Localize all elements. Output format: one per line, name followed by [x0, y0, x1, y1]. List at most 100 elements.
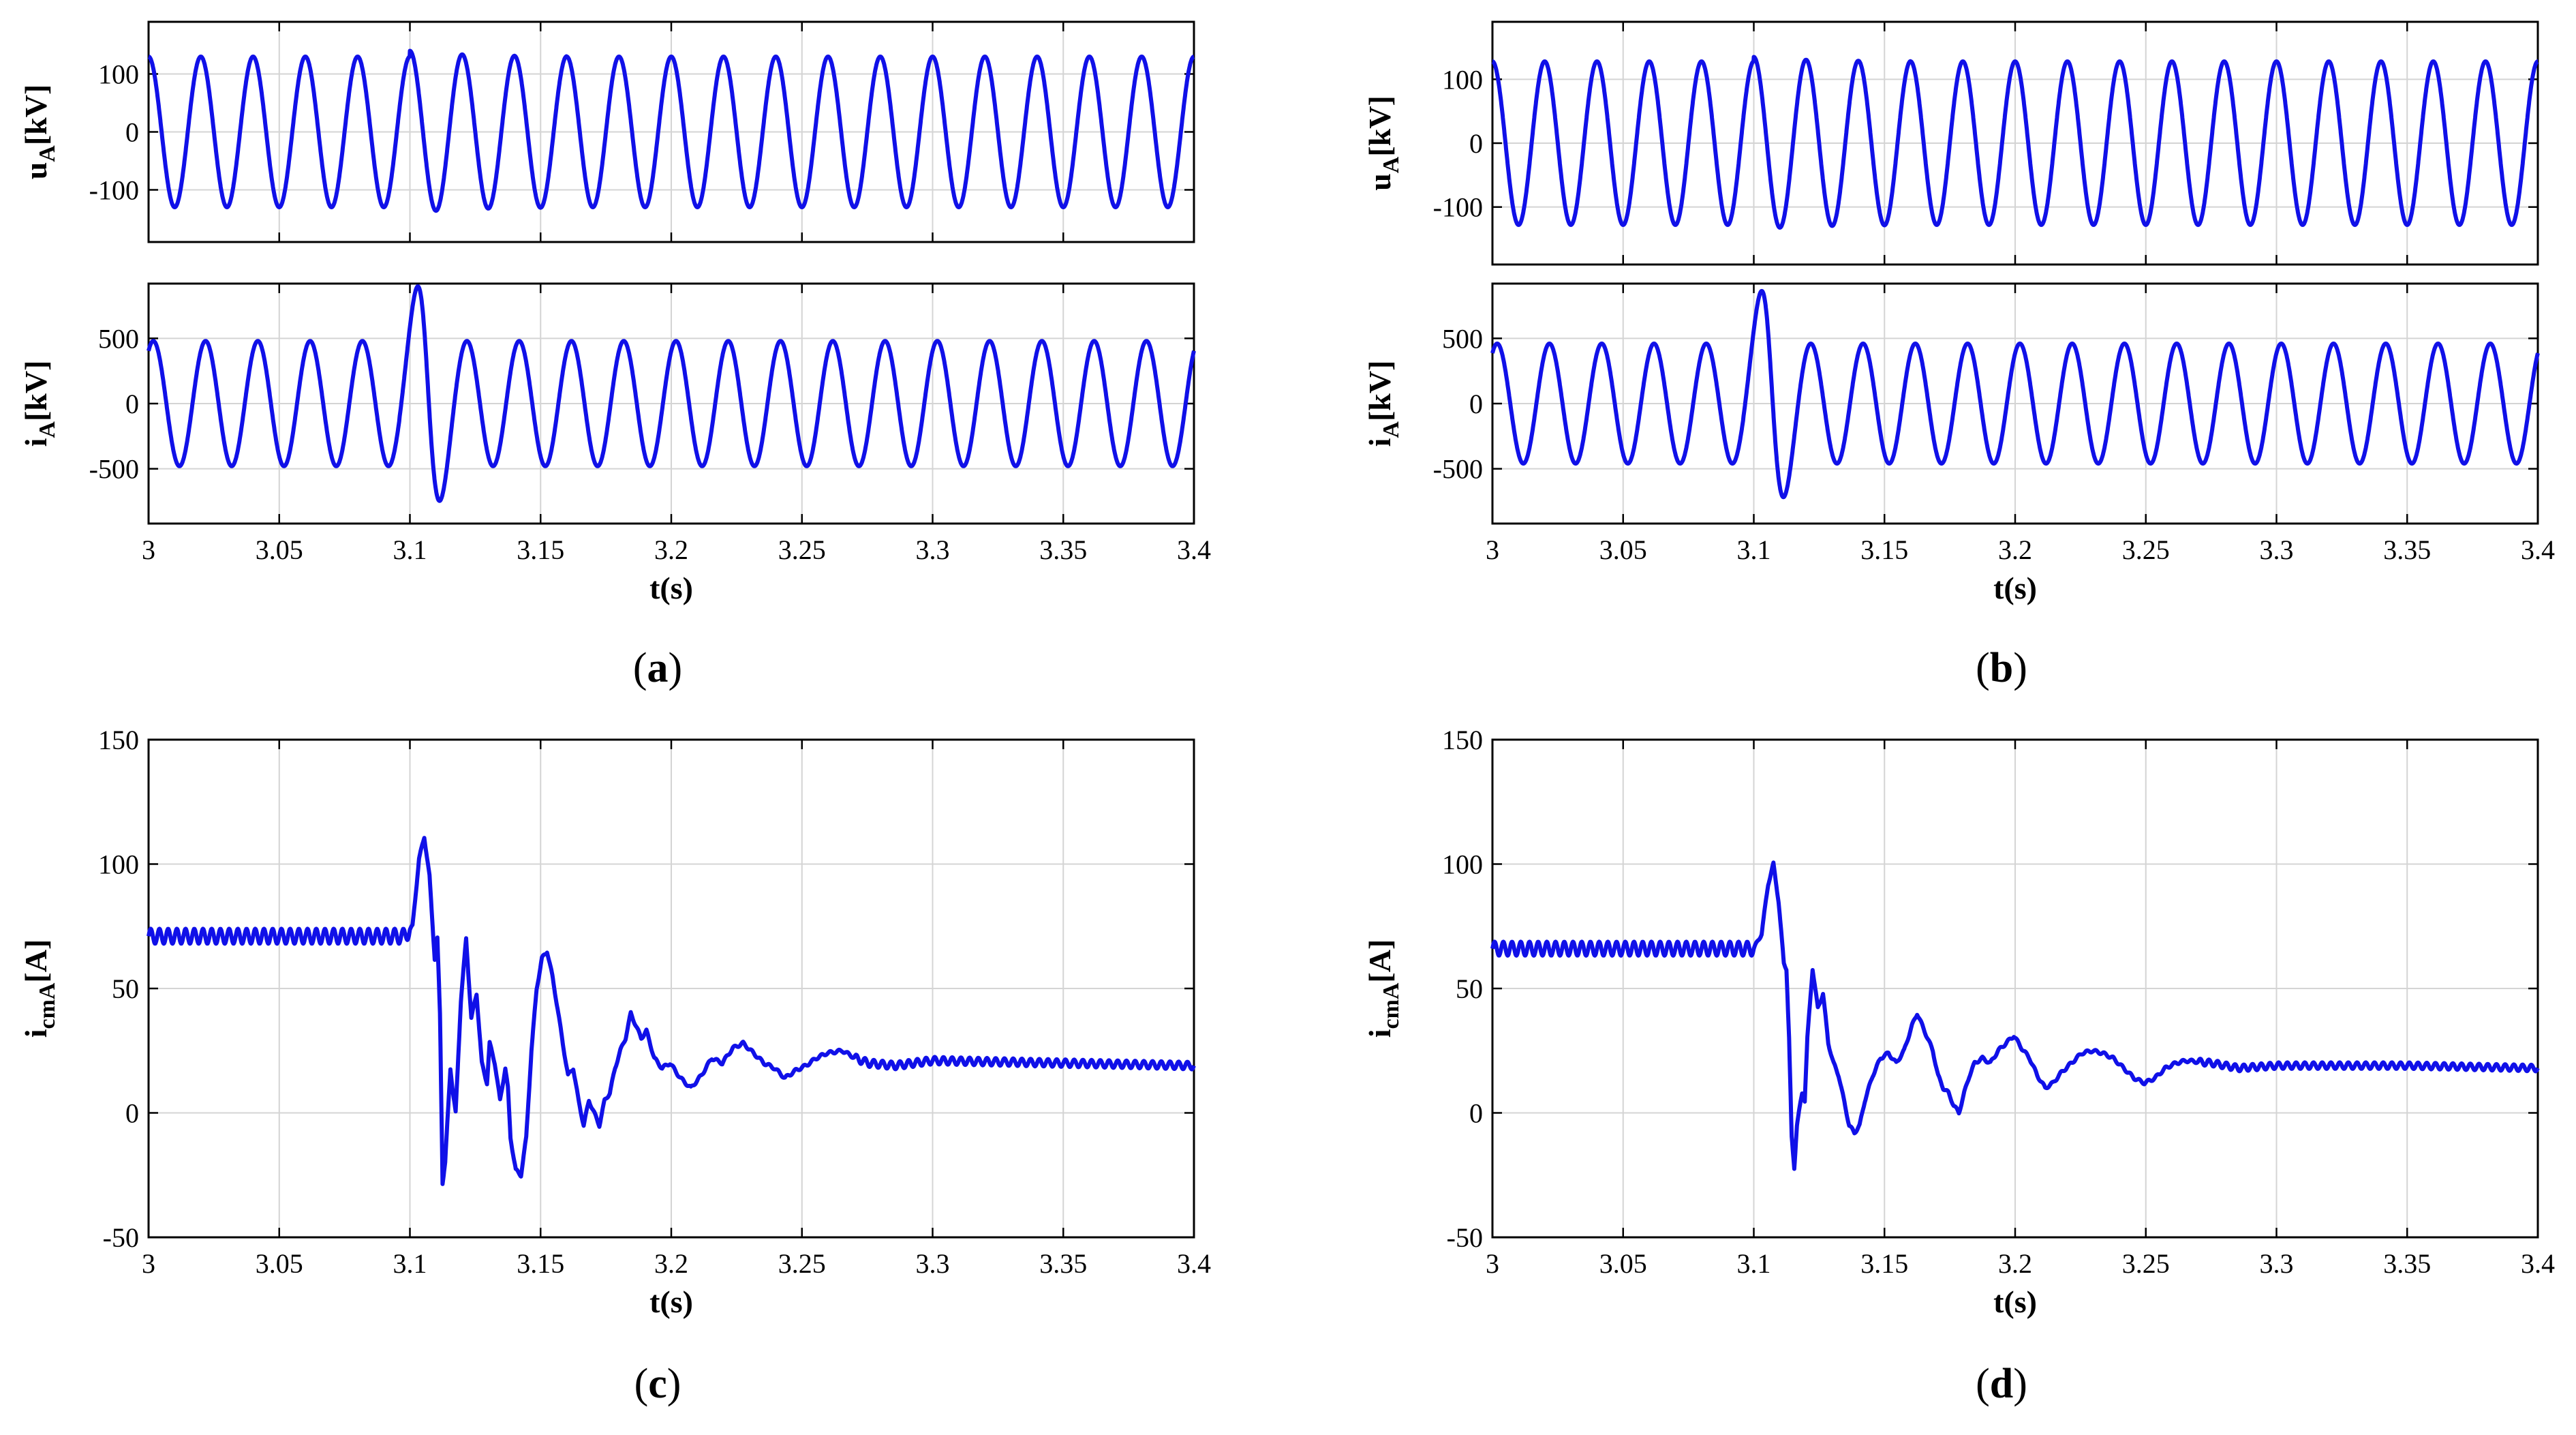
- panel-a-sub1-xtick-label-1: 3.05: [256, 534, 303, 565]
- panel-b-sub0-frame: [1491, 20, 2539, 266]
- panel-b-sub1-ylabel-unit: [kV]: [1362, 361, 1397, 421]
- panel-d-xtick-label-1: 3.05: [1599, 1248, 1647, 1279]
- panel-a-sub1-ylabel-sub: A: [35, 421, 60, 438]
- panel-a-sub1: 3 3.05 3.1 3.15 3.2 3.25 3.3 3.35 3.4 500 0 -500 iA[…: [18, 282, 1211, 565]
- panel-d-xtick-label-3: 3.15: [1860, 1248, 1908, 1279]
- panel-b-caption: (b): [1976, 645, 2027, 691]
- panel-b-sub0-ylabel-sub: A: [1379, 156, 1404, 173]
- panel-b-sub0-trace: [1490, 55, 2540, 230]
- panel-d-ytick-label-2: 50: [1456, 973, 1483, 1004]
- panel-a-sub0-ytick-label-1: 0: [125, 117, 139, 148]
- panel-c-ylabel-unit: [A]: [18, 939, 53, 983]
- panel-d-ytick-label-0: 150: [1442, 725, 1483, 755]
- panel-d-trace: [1490, 860, 2540, 1171]
- panel-b-sub1-frame: [1491, 282, 2539, 525]
- panel-b-sub1-ylabel-main: i: [1362, 438, 1397, 447]
- panel-a-caption: (a): [633, 645, 682, 691]
- panel-b-sub0-ylabel: uA[kV]: [1362, 95, 1404, 191]
- panel-d-xtick-label-2: 3.1: [1737, 1248, 1771, 1279]
- panel-a-sub1-ytick-label-0: 500: [98, 323, 139, 354]
- panel-a-sub0-ylabel: uA[kV]: [18, 85, 60, 180]
- panel-a-sub1-frame: [147, 282, 1195, 525]
- panel-b-sub1-xtick-label-6: 3.3: [2260, 534, 2294, 565]
- panel-c-ylabel-sub: cmA: [35, 982, 60, 1029]
- panel-d-ytick-label-3: 0: [1469, 1098, 1483, 1129]
- panel-c-ylabel: icmA[A]: [18, 939, 60, 1038]
- panel-b-sub1-ylabel: iA[kV]: [1362, 361, 1404, 447]
- panel-a-sub0-ytick-label-2: -100: [89, 175, 139, 206]
- panel-b-sub1-ytick-label-1: 0: [1469, 389, 1483, 419]
- panel-b-sub0-ytick-label-2: -100: [1433, 192, 1483, 223]
- panel-d-ylabel-unit: [A]: [1362, 939, 1397, 983]
- panel-a-sub1-trace: [147, 284, 1196, 503]
- panel-d-frame: [1491, 738, 2539, 1239]
- panel-a-sub1-xtick-label-6: 3.3: [916, 534, 950, 565]
- panel-c-ylabel-main: i: [18, 1029, 53, 1038]
- panel-c-frame: [147, 738, 1195, 1239]
- panel-d-xtick-label-0: 3: [1486, 1248, 1499, 1279]
- panel-b-sub1-xtick-label-7: 3.35: [2383, 534, 2431, 565]
- panel-b-sub1-xtick-label-5: 3.25: [2122, 534, 2170, 565]
- panel-b-sub1-xtick-label-2: 3.1: [1737, 534, 1771, 565]
- panel-b-sub0-ytick-label-0: 100: [1442, 64, 1483, 95]
- panel-d-ytick-label-4: -50: [1447, 1222, 1483, 1253]
- panel-c-xtick-label-5: 3.25: [778, 1248, 826, 1279]
- panel-c-trace: [147, 836, 1196, 1186]
- panel-b-xlabel: t(s): [1993, 571, 2037, 605]
- panel-a-sub0-ylabel-unit: [kV]: [18, 85, 53, 145]
- panel-b-sub1-xtick-label-4: 3.2: [1998, 534, 2032, 565]
- panel-a-sub0: 100 0 -100 uA[kV]: [18, 20, 1196, 243]
- panel-b-sub1-xtick-label-3: 3.15: [1860, 534, 1908, 565]
- panel-c-xtick-label-6: 3.3: [916, 1248, 950, 1279]
- panel-d-ytick-label-1: 100: [1442, 849, 1483, 880]
- panel-a-sub1-ylabel-unit: [kV]: [18, 361, 53, 421]
- panel-b-sub1-xtick-label-8: 3.4: [2521, 534, 2555, 565]
- panel-d-ylabel: icmA[A]: [1362, 939, 1404, 1038]
- panel-d-ylabel-main: i: [1362, 1029, 1397, 1038]
- panel-d-ylabel-sub: cmA: [1379, 982, 1404, 1029]
- panel-a-sub1-ylabel: iA[kV]: [18, 361, 60, 447]
- panel-a-sub1-ytick-label-2: -500: [89, 454, 139, 485]
- panel-d-caption: (d): [1976, 1361, 2027, 1407]
- panel-a-sub0-ylabel-sub: A: [35, 145, 60, 162]
- panel-b-sub0-ylabel-main: u: [1362, 173, 1397, 191]
- panel-c-xtick-label-1: 3.05: [256, 1248, 303, 1279]
- panel-c-ytick-label-3: 0: [125, 1098, 139, 1129]
- panel-a-sub1-xtick-label-2: 3.1: [393, 534, 427, 565]
- panel-a-sub1-xtick-label-8: 3.4: [1177, 534, 1211, 565]
- panel-c-xtick-label-0: 3: [142, 1248, 155, 1279]
- panel-a-sub1-xtick-label-0: 3: [142, 534, 155, 565]
- panel-b-sub0-ytick-label-1: 0: [1469, 128, 1483, 159]
- panel-b-sub1-xtick-label-0: 3: [1486, 534, 1499, 565]
- panel-a-sub0-trace: [147, 48, 1196, 213]
- panel-b-sub1: 3 3.05 3.1 3.15 3.2 3.25 3.3 3.35 3.4 500 0 -500 iA[…: [1362, 282, 2555, 565]
- panel-d-xtick-label-4: 3.2: [1998, 1248, 2032, 1279]
- panel-c-ytick-label-2: 50: [112, 973, 139, 1004]
- panel-c-caption: (c): [634, 1361, 681, 1407]
- panel-a-sub1-xtick-label-3: 3.15: [517, 534, 564, 565]
- panel-a-sub1-xtick-label-4: 3.2: [654, 534, 688, 565]
- panel-d-xtick-label-8: 3.4: [2521, 1248, 2555, 1279]
- panel-b-sub1-ytick-label-0: 500: [1442, 323, 1483, 354]
- panel-c-xtick-label-3: 3.15: [517, 1248, 564, 1279]
- panel-a-sub1-xtick-label-7: 3.35: [1039, 534, 1087, 565]
- panel-b-sub0: 100 0 -100 uA[kV]: [1362, 20, 2540, 266]
- panel-b-sub1-ytick-label-2: -500: [1433, 454, 1483, 485]
- panel-c-ytick-label-0: 150: [98, 725, 139, 755]
- panel-d-xlabel: t(s): [1993, 1284, 2037, 1319]
- panel-c-xtick-label-2: 3.1: [393, 1248, 427, 1279]
- panel-a-sub1-ytick-label-1: 0: [125, 389, 139, 419]
- panel-a-sub0-ylabel-main: u: [18, 162, 53, 180]
- panel-b-sub1-xtick-label-1: 3.05: [1599, 534, 1647, 565]
- panel-c-xtick-label-8: 3.4: [1177, 1248, 1211, 1279]
- panel-c-ytick-label-4: -50: [103, 1222, 139, 1253]
- panel-d-xtick-label-6: 3.3: [2260, 1248, 2294, 1279]
- panel-b-sub1-trace: [1490, 288, 2540, 500]
- panel-c-xtick-label-4: 3.2: [654, 1248, 688, 1279]
- panel-a-sub1-ylabel-main: i: [18, 438, 53, 447]
- panel-c-ytick-label-1: 100: [98, 849, 139, 880]
- panel-c: 3 3.05 3.1 3.15 3.2 3.25 3.3 3.35 3.4 150 100 50 0 -5…: [18, 725, 1211, 1407]
